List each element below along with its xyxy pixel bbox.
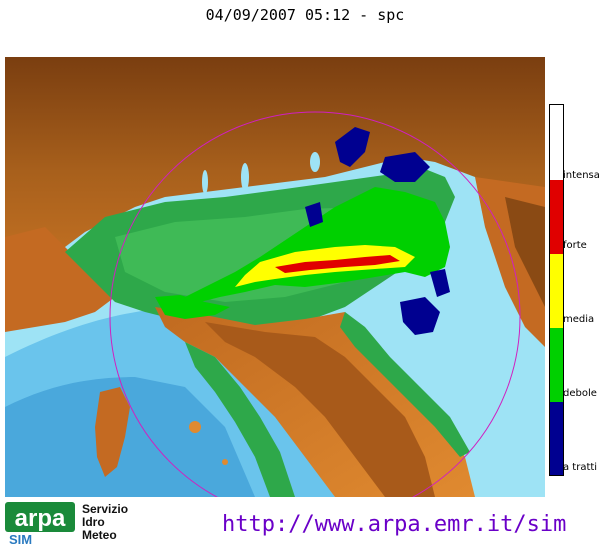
legend-swatch-media [550,254,563,328]
legend-swatch-intensa [550,105,563,180]
island-small [222,459,228,465]
logo-sub-text: SIM [9,532,32,546]
tuscany-coastal-plain [185,342,295,497]
adriatic-coast-strip [340,312,470,457]
echo-a-tratti-north2 [380,152,430,182]
org-line-3: Meteo [82,528,117,542]
website-url[interactable]: http://www.arpa.emr.it/sim [222,512,567,537]
deep-sea [5,377,255,497]
echo-a-tratti-west [305,202,323,227]
org-name: Servizio Idro Meteo [82,503,128,542]
radar-range-ring [109,111,521,497]
arpa-logo: arpa SIM [5,502,75,546]
echo-a-tratti-east [430,269,450,297]
legend-swatch-a-tratti [550,402,563,475]
echo-a-tratti-adriatic [400,297,440,335]
legend-label-debole: debole [563,388,597,399]
legend-label-intensa: intensa [563,170,600,181]
echo-forte [275,255,400,273]
precipitation-echoes [155,127,450,335]
western-alps [5,227,115,332]
echo-debole-west [155,295,230,319]
legend-swatch-forte [550,180,563,254]
radar-map [5,57,545,497]
echo-a-tratti-north [335,127,370,167]
legend-label-forte: forte [563,240,587,251]
legend-label-media: media [563,314,595,325]
logo-text: arpa [15,505,66,532]
apennine-ridge [205,322,435,497]
lake [241,163,249,191]
org-line-2: Idro [82,515,105,529]
balkan-highland [505,197,545,307]
lake [202,170,208,194]
corsica-island [95,387,130,477]
legend-label-a-tratti: a tratti [563,462,598,473]
intensity-legend-bar [549,104,564,476]
org-line-1: Servizio [82,502,129,516]
lake [310,152,320,172]
legend-swatch-debole [550,328,563,402]
radar-timestamp-title: 04/09/2007 05:12 - spc [205,6,405,24]
alps-region [5,57,545,287]
island-elba [189,421,201,433]
